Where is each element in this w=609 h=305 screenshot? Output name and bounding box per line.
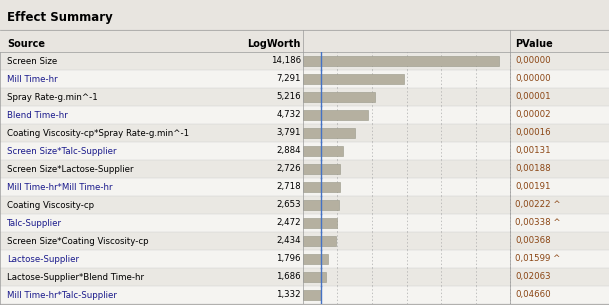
Text: 0,00188: 0,00188 (515, 164, 551, 174)
Text: Mill Time-hr*Mill Time-hr: Mill Time-hr*Mill Time-hr (7, 182, 113, 192)
Text: 0,00002: 0,00002 (515, 110, 551, 120)
Text: 0,00368: 0,00368 (515, 236, 551, 246)
Bar (303, 74, 404, 84)
Text: 1,796: 1,796 (276, 254, 301, 264)
Bar (0, 52, 609, 70)
Text: 7,291: 7,291 (276, 74, 301, 84)
Text: Talc-Supplier: Talc-Supplier (7, 218, 62, 228)
Text: Lactose-Supplier: Lactose-Supplier (7, 254, 79, 264)
Bar (0, 124, 609, 142)
Text: Spray Rate-g.min^-1: Spray Rate-g.min^-1 (7, 92, 98, 102)
Text: Lactose-Supplier*Blend Time-hr: Lactose-Supplier*Blend Time-hr (7, 272, 144, 282)
Text: 0,00016: 0,00016 (515, 128, 551, 138)
Bar (303, 164, 340, 174)
Bar (303, 290, 321, 300)
Text: 0,00338 ^: 0,00338 ^ (515, 218, 561, 228)
Bar (0, 70, 609, 88)
Text: 1,332: 1,332 (276, 290, 301, 300)
Bar (0, 196, 609, 214)
Bar (0, 160, 609, 178)
Text: 2,884: 2,884 (276, 146, 301, 156)
Text: 14,186: 14,186 (271, 56, 301, 66)
Text: 2,434: 2,434 (276, 236, 301, 246)
Text: LogWorth: LogWorth (247, 39, 301, 48)
Text: Blend Time-hr: Blend Time-hr (7, 110, 68, 120)
Text: Mill Time-hr: Mill Time-hr (7, 74, 58, 84)
Bar (303, 200, 339, 210)
Text: 0,00000: 0,00000 (515, 56, 551, 66)
Bar (0, 268, 609, 286)
Text: 0,04660: 0,04660 (515, 290, 551, 300)
Text: 0,00000: 0,00000 (515, 74, 551, 84)
Bar (303, 254, 328, 264)
Text: Mill Time-hr*Talc-Supplier: Mill Time-hr*Talc-Supplier (7, 290, 117, 300)
Text: 0,00222 ^: 0,00222 ^ (515, 200, 561, 210)
Text: 2,472: 2,472 (276, 218, 301, 228)
Text: PValue: PValue (515, 39, 553, 48)
Text: 4,732: 4,732 (276, 110, 301, 120)
Bar (0, 286, 609, 304)
Text: Screen Size*Lactose-Supplier: Screen Size*Lactose-Supplier (7, 164, 134, 174)
Text: Screen Size*Coating Viscosity-cp: Screen Size*Coating Viscosity-cp (7, 236, 149, 246)
Bar (303, 236, 336, 246)
Bar (0, 142, 609, 160)
Text: 2,653: 2,653 (276, 200, 301, 210)
Text: 0,02063: 0,02063 (515, 272, 551, 282)
Bar (0, 88, 609, 106)
Bar (0, 214, 609, 232)
Bar (303, 218, 337, 228)
Text: 0,01599 ^: 0,01599 ^ (515, 254, 561, 264)
Text: 2,718: 2,718 (276, 182, 301, 192)
Bar (0, 106, 609, 124)
Bar (303, 182, 340, 192)
Bar (303, 272, 326, 282)
Text: 0,00131: 0,00131 (515, 146, 551, 156)
Text: 5,216: 5,216 (276, 92, 301, 102)
Bar (303, 56, 499, 66)
Text: Effect Summary: Effect Summary (7, 11, 113, 24)
Bar (303, 128, 355, 138)
Text: Coating Viscosity-cp*Spray Rate-g.min^-1: Coating Viscosity-cp*Spray Rate-g.min^-1 (7, 128, 189, 138)
Text: 3,791: 3,791 (276, 128, 301, 138)
Bar (303, 110, 368, 120)
Text: 2,726: 2,726 (276, 164, 301, 174)
Text: 1,686: 1,686 (276, 272, 301, 282)
Bar (303, 146, 343, 156)
Text: Screen Size: Screen Size (7, 56, 58, 66)
Text: 0,00001: 0,00001 (515, 92, 551, 102)
Text: 0,00191: 0,00191 (515, 182, 551, 192)
Bar (303, 92, 375, 102)
Text: Source: Source (7, 39, 45, 48)
Bar (0, 178, 609, 196)
Bar (0, 232, 609, 250)
Text: Screen Size*Talc-Supplier: Screen Size*Talc-Supplier (7, 146, 117, 156)
Text: Coating Viscosity-cp: Coating Viscosity-cp (7, 200, 94, 210)
Bar (0, 250, 609, 268)
